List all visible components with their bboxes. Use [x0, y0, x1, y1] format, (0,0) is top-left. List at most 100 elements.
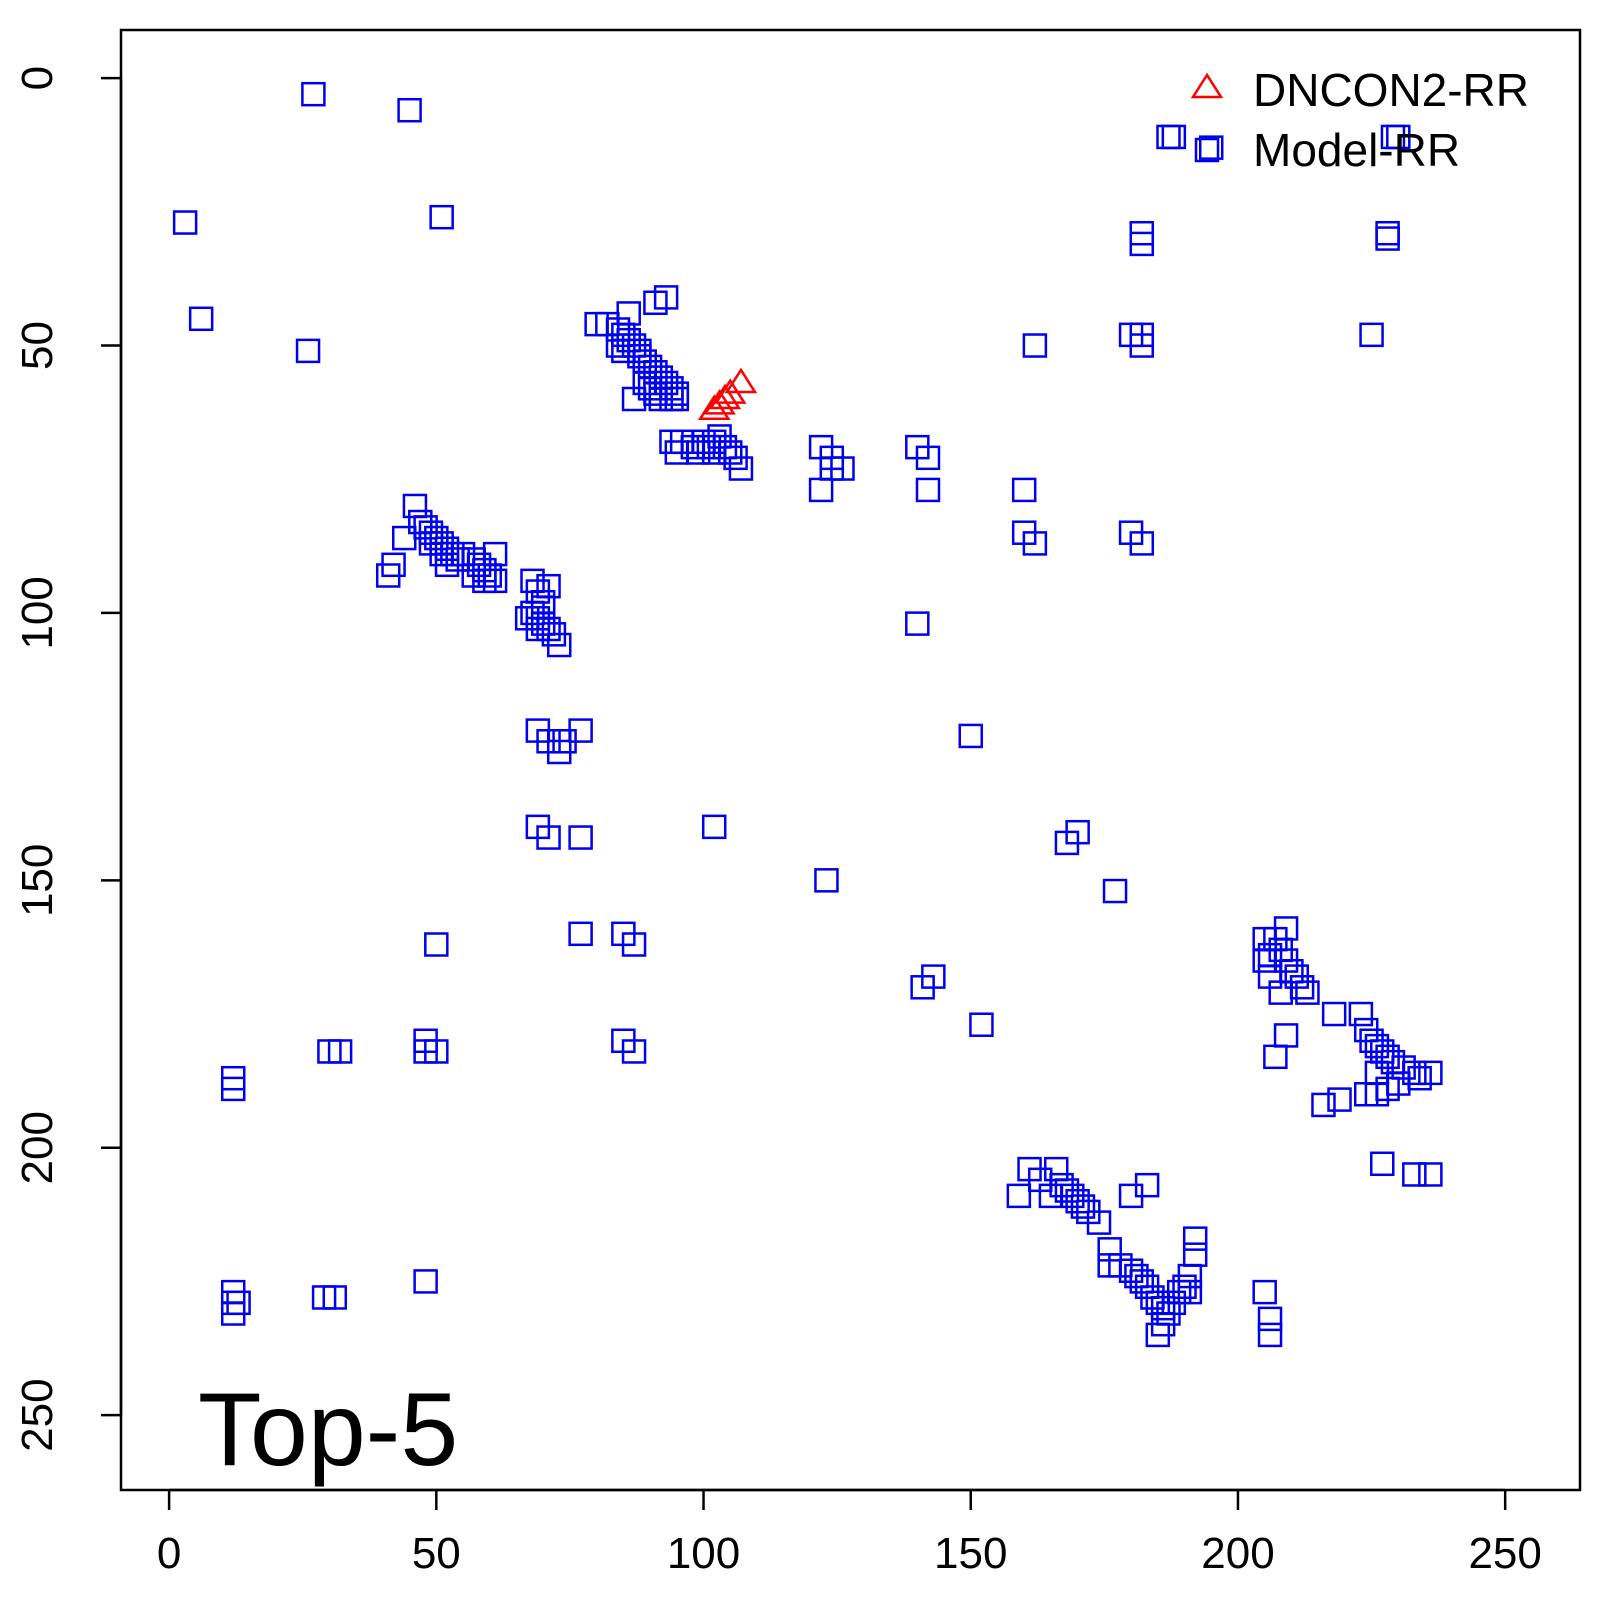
model-rr-point [434, 552, 460, 578]
model-rr-point [1402, 1162, 1427, 1187]
model-rr-point [915, 477, 941, 503]
x-tick-label: 200 [1201, 1529, 1274, 1578]
model-rr-point [530, 595, 556, 620]
model-rr-point [1321, 1001, 1347, 1027]
model-rr-point [1011, 477, 1037, 503]
model-rr-point [1006, 1183, 1032, 1209]
model-rr-point [1348, 1001, 1374, 1027]
legend-dncon2-rr-marker [1190, 72, 1224, 99]
model-rr-point [643, 290, 668, 315]
model-rr-point [969, 1012, 994, 1037]
dncon2-rr-point [708, 383, 742, 410]
model-rr-point [1086, 1210, 1112, 1235]
model-rr-point [220, 1076, 246, 1102]
model-rr-point [1054, 830, 1080, 856]
model-rr-point [1022, 531, 1048, 556]
x-tick-label: 100 [667, 1529, 740, 1578]
model-rr-point [1327, 1087, 1352, 1112]
model-rr-point [1070, 1194, 1096, 1219]
x-tick-label: 0 [157, 1529, 181, 1578]
model-rr-point [1129, 231, 1155, 257]
model-rr-point [1263, 1044, 1288, 1070]
x-tick-label: 250 [1468, 1529, 1541, 1578]
model-rr-point [402, 493, 428, 519]
model-rr-point [546, 632, 572, 658]
model-rr-point [1375, 220, 1400, 246]
model-rr-point [1161, 124, 1187, 150]
model-rr-point [397, 97, 422, 123]
model-rr-point [1156, 124, 1181, 150]
chart-axes: 0 50 100 150 200 250 0 50 100 150 200 250 [13, 28, 1582, 1578]
model-rr-point [1273, 1023, 1299, 1048]
y-tick-label: 150 [13, 844, 62, 917]
top-k-annotation: Top-5 [198, 1372, 458, 1488]
model-rr-point [808, 477, 834, 503]
model-rr-point [1102, 878, 1128, 904]
model-rr-point [1252, 1279, 1277, 1305]
model-rr-point [1418, 1162, 1443, 1187]
y-tick-label: 200 [13, 1111, 62, 1184]
model-rr-point [301, 81, 326, 107]
model-rr-point [1370, 1151, 1395, 1177]
model-rr-point [915, 445, 941, 471]
dncon2-rr-point [724, 367, 758, 394]
y-tick-label: 250 [13, 1378, 62, 1451]
model-rr-point [728, 456, 754, 481]
model-rr-point [375, 563, 401, 588]
model-rr-point [621, 386, 647, 412]
model-rr-point [1182, 1242, 1208, 1267]
model-rr-point [701, 814, 727, 840]
model-rr-point [429, 204, 454, 230]
model-rr-point [1252, 948, 1277, 973]
model-rr-point [327, 1039, 353, 1064]
model-rr-point [1364, 1060, 1390, 1086]
model-rr-point [905, 611, 930, 636]
y-tick-label: 0 [13, 66, 62, 90]
chart-legend: DNCON2-RR Model-RR [1190, 64, 1529, 176]
model-rr-point [188, 306, 214, 332]
chart-marks [172, 81, 1443, 1348]
model-rr-point [1257, 1322, 1283, 1348]
model-rr-point [1375, 226, 1400, 251]
y-tick-label: 50 [13, 321, 62, 370]
model-rr-point [1295, 980, 1320, 1005]
model-rr-point [958, 723, 983, 749]
model-rr-point [664, 386, 690, 412]
model-rr-point [413, 1269, 438, 1294]
x-tick-label: 150 [934, 1529, 1007, 1578]
model-rr-point [1022, 333, 1048, 358]
model-rr-point [1129, 333, 1155, 358]
model-rr-point [1182, 1226, 1208, 1251]
model-rr-point [1038, 1183, 1064, 1209]
model-rr-point [1129, 531, 1155, 556]
model-rr-point [814, 868, 839, 893]
model-rr-point [1311, 1092, 1336, 1118]
model-rr-point [172, 210, 198, 235]
model-rr-point [1177, 1279, 1203, 1305]
legend-model-rr-marker [1194, 137, 1220, 163]
model-rr-point [910, 975, 935, 1000]
model-rr-point [413, 1039, 438, 1064]
model-rr-point [424, 932, 449, 957]
model-rr-point [568, 718, 593, 743]
model-rr-point [391, 525, 417, 551]
model-rr-point [568, 921, 593, 947]
model-rr-point [819, 456, 845, 481]
model-rr-point [1257, 964, 1283, 989]
model-rr-point [1198, 135, 1224, 160]
model-rr-point [568, 825, 593, 850]
model-rr-point [621, 932, 647, 957]
model-rr-point [461, 563, 486, 588]
model-rr-point [482, 541, 508, 567]
model-rr-point [536, 825, 561, 850]
x-tick-label: 50 [412, 1529, 461, 1578]
legend-label: Model-RR [1253, 124, 1460, 176]
model-rr-point [1118, 1183, 1144, 1209]
model-rr-point [1359, 322, 1384, 348]
y-tick-label: 100 [13, 576, 62, 649]
model-rr-point [621, 1039, 647, 1064]
model-rr-point [1257, 1306, 1283, 1332]
model-rr-point [701, 440, 727, 465]
